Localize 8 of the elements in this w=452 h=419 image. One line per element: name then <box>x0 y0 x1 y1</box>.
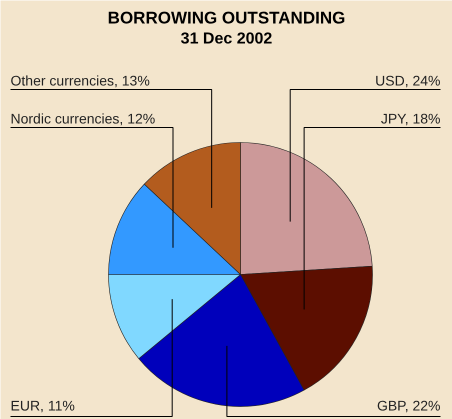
slice-label: EUR, 11% <box>10 398 75 414</box>
slice-label: Other currencies, 13% <box>10 72 150 88</box>
chart-subtitle: 31 Dec 2002 <box>180 30 272 48</box>
chart-title: BORROWING OUTSTANDING <box>108 8 346 28</box>
slice-label: USD, 24% <box>375 72 440 88</box>
slice-label: Nordic currencies, 12% <box>10 110 156 126</box>
slice-label: JPY, 18% <box>380 110 440 126</box>
slice-label: GBP, 22% <box>376 398 440 414</box>
